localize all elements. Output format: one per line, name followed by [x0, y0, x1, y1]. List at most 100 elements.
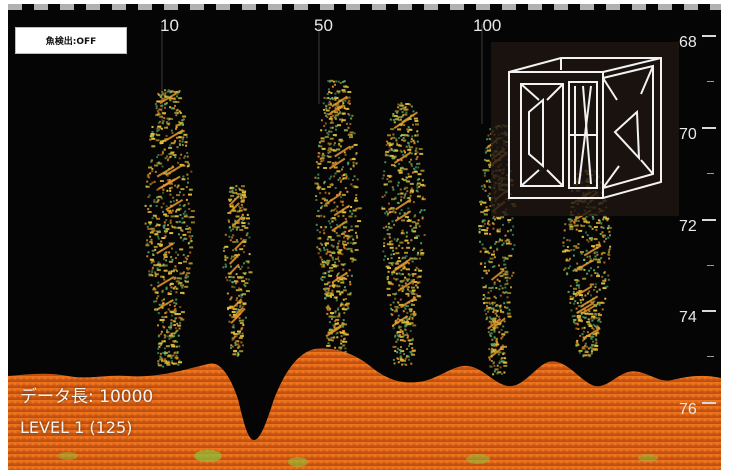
- fish-echo-dot: [236, 280, 239, 283]
- fish-echo-dot: [243, 192, 246, 195]
- fish-echo-dot: [190, 170, 193, 173]
- fish-echo-dot: [578, 268, 583, 271]
- fish-echo-dot: [396, 184, 399, 187]
- fish-echo-dot: [319, 249, 322, 252]
- fish-echo-dot: [326, 93, 329, 95]
- fish-echo-dot: [591, 245, 596, 248]
- fish-echo-dot: [238, 317, 241, 320]
- fish-echo-dot: [147, 211, 152, 213]
- fish-detection-toggle-button[interactable]: 魚検出:OFF: [15, 27, 127, 54]
- fish-echo-dot: [396, 238, 399, 241]
- fish-echo-dot: [487, 134, 490, 137]
- fish-echo-dot: [328, 315, 333, 318]
- fish-echo-dot: [590, 301, 595, 304]
- fish-echo-dot: [151, 217, 154, 220]
- fish-echo-dot: [325, 252, 328, 255]
- fish-echo-dot: [172, 320, 175, 323]
- fish-echo-streak: [334, 145, 351, 158]
- fish-echo-dot: [584, 294, 587, 297]
- fish-echo-dot: [332, 134, 337, 136]
- fish-echo-dot: [337, 307, 340, 310]
- fish-echo-dot: [584, 344, 587, 347]
- fish-echo-dot: [168, 334, 173, 337]
- fish-echo-dot: [403, 113, 408, 116]
- fish-echo-dot: [188, 262, 193, 265]
- fish-echo-dot: [413, 296, 415, 299]
- fish-echo-dot: [502, 311, 505, 314]
- fish-echo-dot: [604, 297, 607, 300]
- fish-echo-dot: [164, 94, 167, 97]
- fish-echo-dot: [406, 246, 411, 249]
- fish-echo-dot: [493, 337, 496, 340]
- fish-echo-dot: [349, 147, 352, 150]
- fish-echo-dot: [418, 148, 423, 150]
- fish-echo-dot: [188, 208, 191, 210]
- fish-echo-dot: [317, 162, 322, 165]
- fish-echo-dot: [594, 286, 597, 289]
- fish-echo-dot: [411, 228, 414, 231]
- fish-echo-dot: [169, 282, 174, 285]
- fish-echo-dot: [400, 346, 402, 349]
- fish-echo-dot: [400, 108, 403, 111]
- fish-echo-dot: [573, 302, 576, 305]
- fish-echo-dot: [150, 242, 153, 245]
- fish-echo-dot: [242, 293, 246, 296]
- fish-echo-dot: [188, 267, 191, 270]
- depth-label-68: 68: [679, 34, 697, 51]
- fish-echo-dot: [407, 294, 410, 297]
- fish-echo-dot: [415, 147, 418, 150]
- fish-echo-dot: [339, 291, 344, 294]
- fish-echo-dot: [170, 151, 175, 154]
- fish-echo-dot: [414, 236, 418, 239]
- fish-echo-dot: [411, 135, 414, 138]
- fish-echo-dot: [231, 236, 234, 239]
- fish-echo-dot: [409, 330, 412, 332]
- fish-echo-dot: [320, 202, 323, 204]
- fish-echo-dot: [161, 91, 164, 93]
- fish-echo-dot: [403, 212, 406, 214]
- fish-echo-dot: [578, 286, 581, 289]
- fish-echo-dot: [392, 209, 395, 212]
- fish-echo-dot: [414, 214, 417, 217]
- fish-echo-dot: [573, 314, 576, 317]
- fish-echo-dot: [602, 235, 605, 238]
- fish-echo-dot: [342, 279, 345, 282]
- fish-echo-dot: [409, 322, 414, 325]
- fish-echo-dot: [603, 240, 606, 243]
- fish-echo-dot: [242, 197, 245, 200]
- fish-echo-dot: [165, 360, 168, 363]
- fish-echo-dot: [329, 266, 333, 269]
- fish-echo-dot: [187, 202, 190, 205]
- fish-echo-dot: [153, 200, 156, 203]
- fish-echo-dot: [406, 128, 409, 131]
- fish-echo-dot: [569, 228, 574, 231]
- fish-echo-dot: [157, 295, 160, 298]
- fish-echo-dot: [327, 88, 330, 91]
- fish-echo-dot: [337, 124, 341, 127]
- fish-echo-dot: [401, 290, 404, 293]
- fish-echo-dot: [176, 136, 179, 139]
- fish-echo-dot: [162, 191, 165, 194]
- fish-echo-dot: [571, 315, 574, 318]
- fish-echo-dot: [324, 297, 327, 300]
- fish-echo-dot: [341, 322, 344, 325]
- fish-echo-dot: [352, 209, 357, 212]
- fish-echo-dot: [172, 354, 175, 357]
- fish-echo-dot: [488, 261, 493, 264]
- fish-echo-dot: [596, 301, 601, 304]
- fish-echo-dot: [399, 328, 402, 331]
- fish-echo-dot: [164, 103, 167, 106]
- fish-echo-dot: [599, 221, 602, 224]
- fish-echo-dot: [168, 251, 171, 254]
- fish-echo-dot: [495, 216, 500, 219]
- fish-echo-dot: [174, 308, 177, 311]
- fish-echo-dot: [500, 337, 503, 340]
- fish-echo-dot: [401, 247, 404, 250]
- fish-echo-dot: [588, 290, 591, 293]
- fish-echo-dot: [493, 336, 496, 338]
- fish-echo-dot: [513, 244, 516, 247]
- fish-echo-dot: [410, 138, 413, 140]
- fish-echo-dot: [506, 238, 509, 241]
- fish-echo-dot: [337, 112, 340, 115]
- fish-echo-dot: [159, 142, 162, 145]
